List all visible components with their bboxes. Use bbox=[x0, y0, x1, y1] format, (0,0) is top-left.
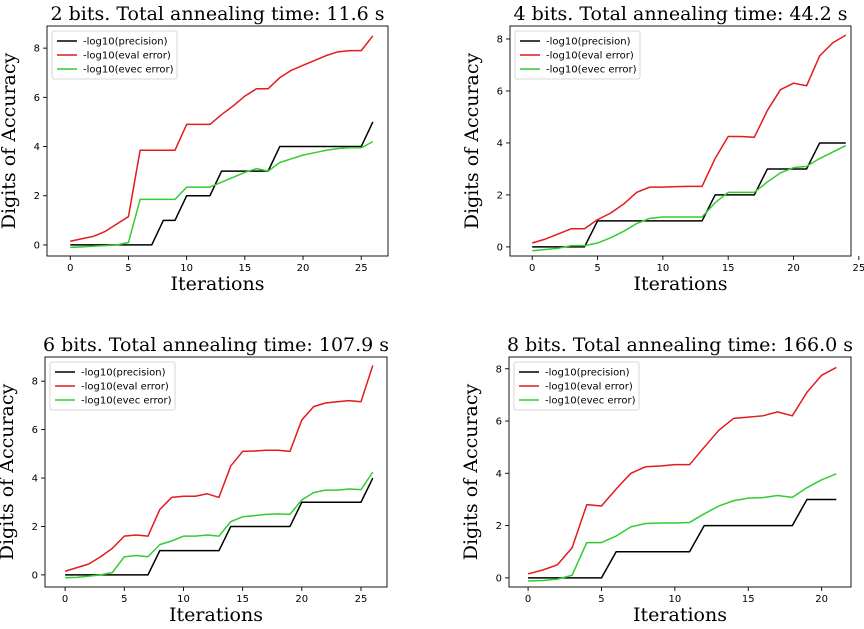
series-line-evec-error bbox=[528, 473, 837, 582]
series-line-evec-error bbox=[65, 471, 374, 579]
x-tick-label: 20 bbox=[787, 263, 800, 274]
x-tick-label: 0 bbox=[525, 594, 531, 605]
y-axis-label: Digits of Accuracy bbox=[460, 383, 482, 560]
y-tick-label: 4 bbox=[34, 142, 40, 153]
y-tick-label: 4 bbox=[496, 469, 502, 480]
x-tick-label: 15 bbox=[722, 263, 735, 274]
x-tick-label: 10 bbox=[656, 263, 669, 274]
y-tick-label: 2 bbox=[34, 191, 40, 202]
x-tick-label: 0 bbox=[67, 263, 73, 274]
y-axis-label: Digits of Accuracy bbox=[0, 52, 20, 229]
x-tick-label: 15 bbox=[742, 594, 755, 605]
chart-panel-4: 8 bits. Total annealing time: 166.0 s 0 5 1… bbox=[460, 334, 853, 626]
y-tick-label: 6 bbox=[32, 425, 38, 436]
chart-panel-3: 6 bits. Total annealing time: 107.9 s 0 5 1… bbox=[0, 334, 389, 626]
legend-label-evec-error: -log10(evec error) bbox=[545, 396, 636, 407]
series-line-evec-error bbox=[70, 140, 374, 249]
plot-frame bbox=[46, 25, 389, 257]
legend-label-evec-error: -log10(evec error) bbox=[81, 396, 172, 407]
x-tick-label: 5 bbox=[594, 263, 600, 274]
y-tick-label: 8 bbox=[32, 377, 38, 388]
legend-label-eval-error: -log10(eval error) bbox=[83, 51, 171, 62]
y-tick-label: 8 bbox=[496, 364, 502, 375]
series-line-precision bbox=[65, 477, 374, 576]
x-tick-label: 20 bbox=[295, 594, 308, 605]
x-tick-label: 10 bbox=[180, 263, 193, 274]
legend-label-evec-error: -log10(evec error) bbox=[83, 65, 174, 76]
y-tick-label: 6 bbox=[496, 417, 502, 428]
legend-box bbox=[513, 361, 640, 411]
y-tick-label: 2 bbox=[32, 522, 38, 533]
legend-label-evec-error: -log10(evec error) bbox=[546, 65, 637, 76]
x-tick-label: 5 bbox=[598, 594, 604, 605]
series-line-precision bbox=[532, 142, 846, 248]
x-axis-label: Iterations bbox=[171, 273, 265, 295]
x-tick-label: 20 bbox=[297, 263, 310, 274]
plot-frame bbox=[509, 25, 852, 257]
legend-label-precision: -log10(precision) bbox=[545, 368, 630, 379]
series-line-precision bbox=[528, 498, 837, 579]
x-axis-label: Iterations bbox=[633, 604, 727, 626]
legend: -log10(precision) -log10(eval error) -log1… bbox=[513, 361, 640, 411]
series-line-eval-error bbox=[64, 365, 374, 572]
legend-label-eval-error: -log10(eval error) bbox=[545, 382, 633, 393]
x-tick-label: 0 bbox=[529, 263, 535, 274]
legend-label-eval-error: -log10(eval error) bbox=[546, 51, 634, 62]
y-axis-label: Digits of Accuracy bbox=[461, 52, 483, 229]
legend-label-precision: -log10(precision) bbox=[83, 37, 168, 48]
legend: -log10(precision) -log10(eval error) -log1… bbox=[51, 30, 178, 80]
y-tick-label: 8 bbox=[497, 34, 503, 45]
y-tick-label: 4 bbox=[32, 474, 38, 485]
legend-box bbox=[514, 30, 641, 80]
x-tick-label: 10 bbox=[668, 594, 681, 605]
x-tick-label: 20 bbox=[815, 594, 828, 605]
x-tick-label: 5 bbox=[125, 263, 131, 274]
y-tick-label: 8 bbox=[34, 44, 40, 55]
chart-panel-1: 2 bits. Total annealing time: 11.6 s 0 5 10… bbox=[0, 3, 389, 295]
x-axis-label: Iterations bbox=[634, 273, 728, 295]
y-axis-label: Digits of Accuracy bbox=[0, 383, 18, 560]
x-tick-label: 10 bbox=[177, 594, 190, 605]
x-tick-label: 15 bbox=[236, 594, 249, 605]
series-line-evec-error bbox=[532, 144, 847, 252]
x-tick-label: 25 bbox=[355, 263, 368, 274]
x-tick-label: 25 bbox=[355, 594, 368, 605]
y-tick-label: 0 bbox=[496, 573, 502, 584]
series-line-eval-error bbox=[531, 34, 847, 244]
y-tick-label: 2 bbox=[497, 190, 503, 201]
x-tick-label: 25 bbox=[852, 263, 864, 274]
x-axis-label: Iterations bbox=[169, 604, 263, 626]
chart-title: 8 bits. Total annealing time: 166.0 s bbox=[507, 334, 853, 356]
y-tick-label: 0 bbox=[32, 570, 38, 581]
chart-title: 6 bits. Total annealing time: 107.9 s bbox=[43, 334, 389, 356]
y-tick-label: 6 bbox=[497, 86, 503, 97]
x-tick-label: 0 bbox=[62, 594, 68, 605]
series-line-eval-error bbox=[527, 366, 837, 575]
plot-frame bbox=[508, 356, 852, 588]
plot-frame bbox=[44, 356, 388, 588]
y-tick-label: 0 bbox=[497, 242, 503, 253]
y-tick-label: 4 bbox=[497, 138, 503, 149]
legend-label-eval-error: -log10(eval error) bbox=[81, 382, 169, 393]
series-line-precision bbox=[70, 121, 374, 246]
y-tick-label: 2 bbox=[496, 521, 502, 532]
legend-box bbox=[49, 361, 176, 411]
chart-title: 2 bits. Total annealing time: 11.6 s bbox=[50, 3, 384, 25]
x-tick-label: 15 bbox=[238, 263, 251, 274]
series-line-eval-error bbox=[70, 35, 374, 242]
x-tick-label: 5 bbox=[121, 594, 127, 605]
legend: -log10(precision) -log10(eval error) -log1… bbox=[514, 30, 641, 80]
chart-title: 4 bits. Total annealing time: 44.2 s bbox=[513, 3, 847, 25]
legend-label-precision: -log10(precision) bbox=[81, 368, 166, 379]
y-tick-label: 0 bbox=[34, 240, 40, 251]
y-tick-label: 6 bbox=[34, 93, 40, 104]
legend-label-precision: -log10(precision) bbox=[546, 37, 631, 48]
legend-box bbox=[51, 30, 178, 80]
chart-panel-2: 4 bits. Total annealing time: 44.2 s 0 5 10… bbox=[461, 3, 864, 295]
legend: -log10(precision) -log10(eval error) -log1… bbox=[49, 361, 176, 411]
